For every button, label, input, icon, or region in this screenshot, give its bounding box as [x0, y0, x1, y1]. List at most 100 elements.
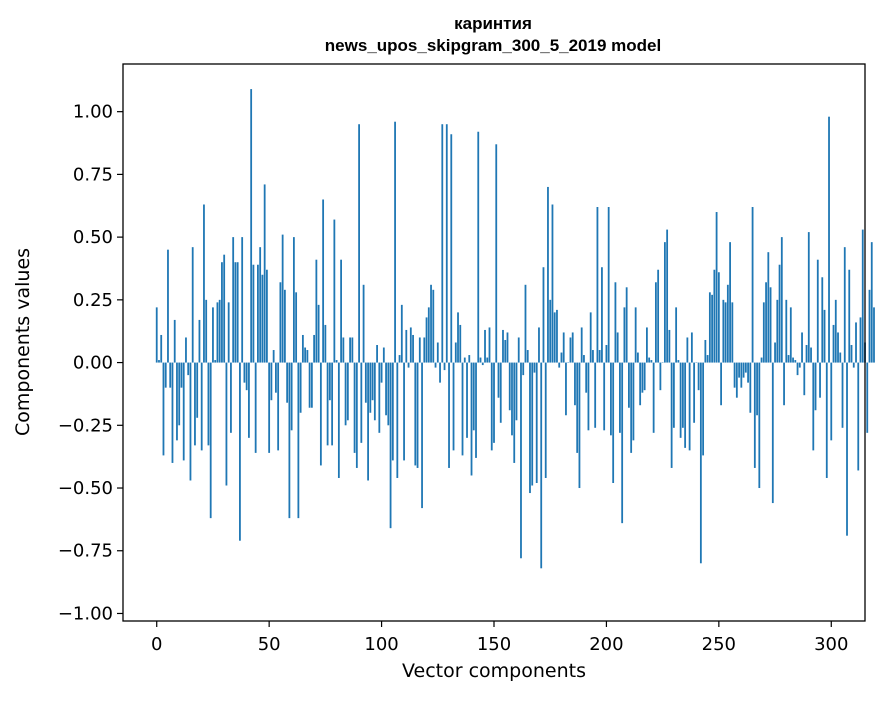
bar-43 — [253, 265, 255, 363]
bar-129 — [446, 124, 448, 362]
bar-45 — [257, 265, 259, 363]
bar-162 — [520, 363, 522, 559]
bar-76 — [327, 363, 329, 446]
bar-27 — [217, 302, 219, 362]
bar-94 — [367, 363, 369, 481]
bar-44 — [255, 363, 257, 453]
bar-236 — [686, 337, 688, 362]
bar-11 — [181, 363, 183, 388]
bar-7 — [172, 363, 174, 463]
bar-177 — [554, 312, 556, 362]
bar-19 — [199, 320, 201, 363]
bar-104 — [390, 363, 392, 529]
bar-214 — [637, 353, 639, 363]
bar-112 — [408, 363, 410, 368]
bar-38 — [241, 237, 243, 362]
bar-185 — [572, 332, 574, 362]
bar-186 — [574, 363, 576, 406]
bar-154 — [502, 330, 504, 363]
bar-275 — [774, 343, 776, 363]
bar-142 — [475, 363, 477, 458]
bar-227 — [666, 230, 668, 363]
bar-211 — [630, 363, 632, 453]
bar-205 — [617, 332, 619, 362]
bar-71 — [315, 260, 317, 363]
chart-title-line2: news_upos_skipgram_300_5_2019 model — [325, 36, 661, 55]
bar-220 — [650, 360, 652, 363]
x-tick-label: 250 — [702, 634, 736, 655]
bar-228 — [668, 330, 670, 363]
chart-title-line1: каринтия — [454, 14, 532, 33]
bar-145 — [482, 363, 484, 366]
bar-138 — [466, 363, 468, 438]
bar-131 — [450, 134, 452, 362]
bar-103 — [387, 363, 389, 426]
bar-291 — [810, 348, 812, 363]
bar-32 — [228, 302, 230, 362]
bar-123 — [432, 290, 434, 363]
bar-190 — [583, 355, 585, 363]
bar-319 — [873, 307, 875, 362]
bar-114 — [412, 335, 414, 363]
bar-17 — [194, 363, 196, 446]
bar-172 — [543, 267, 545, 362]
bar-308 — [848, 270, 850, 363]
bar-251 — [720, 363, 722, 406]
bar-253 — [725, 302, 727, 362]
bar-241 — [698, 363, 700, 391]
bar-260 — [740, 363, 742, 388]
bar-288 — [803, 363, 805, 396]
bar-161 — [518, 337, 520, 362]
bar-63 — [297, 363, 299, 519]
bar-255 — [729, 242, 731, 362]
bar-12 — [183, 363, 185, 461]
bar-259 — [738, 363, 740, 378]
bar-298 — [826, 363, 828, 478]
bar-234 — [682, 363, 684, 428]
bar-178 — [556, 310, 558, 363]
bar-182 — [565, 363, 567, 416]
bar-189 — [581, 327, 583, 362]
bar-136 — [462, 363, 464, 456]
bar-266 — [754, 363, 756, 468]
bar-26 — [214, 360, 216, 363]
bar-0 — [156, 307, 158, 362]
bar-278 — [781, 237, 783, 362]
bar-49 — [266, 270, 268, 363]
bar-57 — [284, 290, 286, 363]
bar-28 — [219, 300, 221, 363]
bar-58 — [286, 363, 288, 403]
x-axis-label: Vector components — [402, 660, 586, 682]
bar-140 — [471, 363, 473, 476]
y-tick-label: −0.50 — [58, 478, 113, 499]
bar-204 — [615, 282, 617, 362]
bar-109 — [401, 305, 403, 363]
bar-93 — [365, 363, 367, 403]
y-tick-label: −1.00 — [58, 603, 113, 624]
bar-18 — [196, 363, 198, 418]
bar-157 — [509, 363, 511, 411]
bar-294 — [817, 260, 819, 363]
bar-265 — [752, 207, 754, 363]
bar-41 — [248, 363, 250, 438]
bar-281 — [788, 355, 790, 363]
bar-175 — [549, 300, 551, 363]
bar-267 — [756, 363, 758, 416]
bar-16 — [192, 247, 194, 362]
y-tick-label: 0.00 — [73, 353, 113, 374]
bar-230 — [673, 363, 675, 428]
bar-310 — [853, 363, 855, 368]
bar-15 — [190, 363, 192, 481]
bar-87 — [351, 337, 353, 362]
bar-1 — [158, 360, 160, 363]
bar-84 — [345, 363, 347, 426]
bar-144 — [480, 358, 482, 363]
bar-302 — [835, 300, 837, 363]
bar-197 — [599, 350, 601, 363]
bar-146 — [484, 330, 486, 363]
bar-5 — [167, 250, 169, 363]
bar-168 — [534, 363, 536, 373]
bar-64 — [300, 363, 302, 413]
bar-51 — [271, 363, 273, 401]
